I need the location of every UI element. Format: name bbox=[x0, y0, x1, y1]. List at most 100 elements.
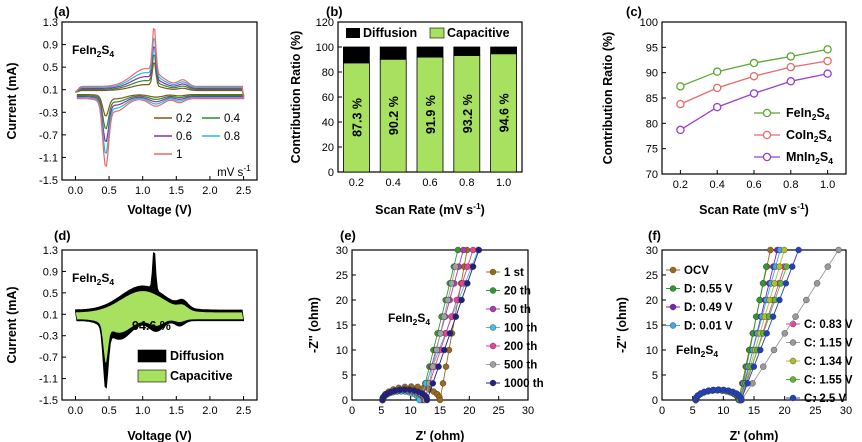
data-point bbox=[441, 346, 448, 354]
x-tick-label: 30 bbox=[840, 405, 852, 417]
data-point bbox=[750, 363, 758, 370]
x-tick-label: 10 bbox=[717, 405, 729, 417]
y-tick-label: 30 bbox=[336, 245, 348, 257]
data-point bbox=[770, 346, 778, 354]
data-point bbox=[448, 280, 455, 287]
data-label: 90.2 % bbox=[387, 96, 401, 135]
x-tick-label: 15 bbox=[748, 405, 760, 417]
nyquist-line bbox=[382, 249, 464, 401]
bar-capacitive bbox=[379, 58, 407, 173]
panel-d: 0.0 0.5 1.0 1.5 2.0 2.5 -1.5 -1.1 -0.7 -0.3 0.1 0.5… bbox=[5, 228, 258, 442]
legend-entry: 1000 th bbox=[504, 378, 544, 390]
y-axis-label: Current (mA) bbox=[5, 286, 19, 363]
y-axis-label: Current (mA) bbox=[5, 62, 19, 139]
data-point bbox=[795, 246, 802, 254]
data-point bbox=[712, 83, 722, 93]
y-tick-label: 0.5 bbox=[43, 288, 58, 300]
legend-entry: 50 th bbox=[504, 304, 531, 316]
data-point bbox=[786, 77, 796, 86]
data-point bbox=[813, 280, 821, 287]
data-point bbox=[744, 380, 751, 387]
y-tick-label: 0 bbox=[652, 395, 658, 407]
y-tick-label: 0.1 bbox=[43, 309, 58, 321]
legend-entry: FeIn2S4 bbox=[786, 106, 830, 122]
area-capacitive bbox=[75, 290, 244, 364]
y-tick-label: 60 bbox=[322, 92, 334, 104]
data-point bbox=[475, 246, 483, 254]
y-tick-label: 75 bbox=[646, 144, 658, 156]
x-tick-label: 5 bbox=[690, 405, 696, 417]
y-tick-label: -0.7 bbox=[39, 130, 58, 142]
data-point bbox=[789, 263, 796, 270]
data-point bbox=[446, 330, 454, 337]
data-point bbox=[749, 89, 759, 98]
bar-diffusion bbox=[342, 46, 370, 64]
legend-entry: 500 th bbox=[504, 360, 537, 372]
plot-frame bbox=[61, 21, 258, 181]
data-point bbox=[771, 280, 778, 287]
data-point bbox=[460, 246, 467, 254]
data-point bbox=[760, 363, 767, 370]
bar-capacitive bbox=[453, 55, 481, 173]
data-point bbox=[781, 246, 788, 254]
x-tick-label: 20 bbox=[779, 405, 791, 417]
legend-swatch bbox=[429, 27, 445, 39]
y-tick-label: 5 bbox=[652, 370, 658, 382]
data-point bbox=[782, 280, 790, 287]
data-point bbox=[824, 263, 832, 270]
legend-entry: 100 th bbox=[504, 323, 537, 335]
data-point bbox=[439, 380, 447, 387]
plot-frame bbox=[661, 21, 847, 175]
data-point bbox=[423, 396, 431, 404]
legend-entry: Diffusion bbox=[363, 26, 417, 40]
y-tick-label: 0 bbox=[328, 167, 334, 179]
legend-marker bbox=[489, 342, 497, 350]
legend-entry: D: 0.01 V bbox=[684, 321, 733, 333]
legend-marker bbox=[789, 339, 797, 346]
x-axis-label: Z' (ohm) bbox=[416, 429, 465, 442]
data-point bbox=[469, 263, 477, 270]
y-tick-label: 25 bbox=[646, 270, 658, 282]
legend-entry: C: 1.15 V bbox=[804, 338, 853, 350]
y-tick-label: 100 bbox=[316, 42, 334, 54]
data-point bbox=[781, 330, 788, 337]
data-point bbox=[454, 246, 462, 254]
x-tick-label: 0.2 bbox=[349, 177, 364, 189]
legend-entry: Capacitive bbox=[447, 26, 510, 40]
data-point bbox=[464, 263, 471, 270]
legend-unit: mV s-1 bbox=[217, 163, 251, 179]
x-tick-label: 0.2 bbox=[673, 179, 688, 191]
data-point bbox=[737, 396, 745, 404]
legend-marker bbox=[489, 287, 497, 294]
data-point bbox=[442, 363, 450, 370]
bar-diffusion bbox=[490, 46, 518, 55]
y-axis-label: Contribution Ratio (%) bbox=[289, 31, 303, 164]
x-tick-label: 25 bbox=[493, 405, 505, 417]
data-point bbox=[823, 45, 832, 54]
y-tick-label: 80 bbox=[322, 67, 334, 79]
data-point bbox=[823, 56, 832, 66]
data-point bbox=[435, 363, 442, 370]
x-tick-label: 2.0 bbox=[202, 405, 217, 417]
legend-marker bbox=[489, 324, 497, 331]
material-label: FeIn2S4 bbox=[72, 271, 114, 287]
legend-entry: 0.6 bbox=[176, 131, 192, 143]
y-tick-label: 1.3 bbox=[43, 245, 58, 257]
data-point bbox=[823, 69, 832, 78]
data-point bbox=[429, 380, 437, 387]
y-tick-label: 20 bbox=[322, 142, 334, 154]
bar-capacitive bbox=[342, 62, 370, 173]
data-point bbox=[712, 67, 722, 76]
legend-marker bbox=[789, 376, 797, 383]
x-axis-label: Z' (ohm) bbox=[730, 429, 779, 442]
legend-swatch bbox=[137, 369, 167, 383]
x-tick-label: 1.0 bbox=[820, 179, 835, 191]
x-tick-label: 30 bbox=[522, 405, 534, 417]
legend-entry: 0.8 bbox=[224, 131, 240, 143]
x-axis-label: Voltage (V) bbox=[127, 203, 191, 217]
data-point bbox=[776, 263, 783, 270]
data-point bbox=[835, 246, 842, 254]
data-point bbox=[792, 313, 799, 320]
legend-marker bbox=[669, 285, 677, 292]
data-point bbox=[429, 363, 437, 370]
